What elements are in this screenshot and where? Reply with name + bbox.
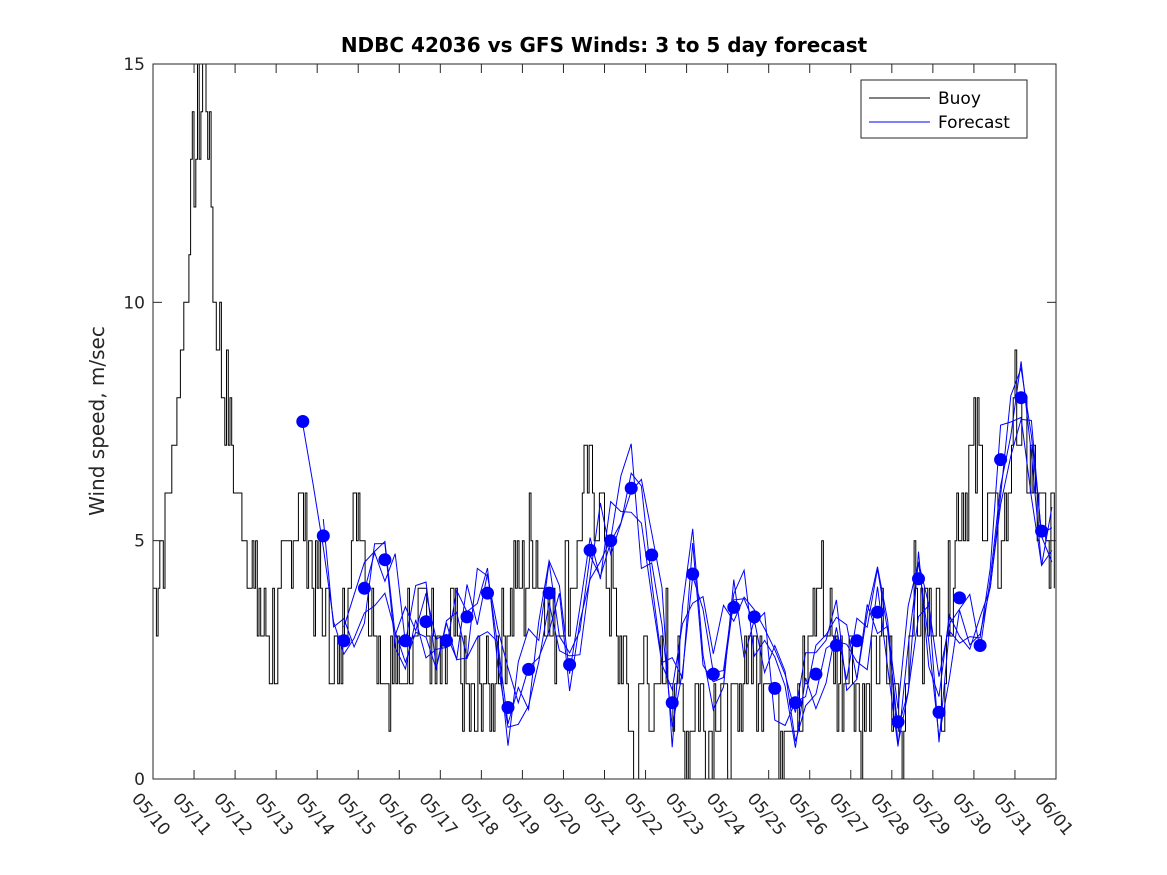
x-tick-label: 05/15 bbox=[332, 789, 379, 839]
forecast-point bbox=[378, 553, 392, 567]
forecast-line bbox=[302, 366, 1053, 745]
x-tick-label: 05/10 bbox=[127, 789, 174, 839]
forecast-point bbox=[665, 696, 679, 710]
x-tick-label: 05/26 bbox=[784, 789, 831, 839]
chart-title: NDBC 42036 vs GFS Winds: 3 to 5 day fore… bbox=[341, 33, 868, 57]
forecast-point bbox=[1014, 391, 1028, 405]
y-tick-label: 0 bbox=[134, 770, 145, 790]
x-tick-label: 05/18 bbox=[456, 789, 503, 839]
forecast-point bbox=[788, 696, 802, 710]
forecast-point bbox=[460, 610, 474, 624]
x-tick-label: 05/12 bbox=[209, 789, 256, 839]
forecast-point bbox=[727, 600, 741, 614]
forecast-point bbox=[645, 548, 659, 562]
plot-area bbox=[153, 64, 1056, 779]
y-axis: 0 5 10 15 bbox=[123, 55, 1056, 790]
forecast-line bbox=[322, 416, 1053, 743]
x-tick-label: 05/24 bbox=[702, 789, 749, 839]
x-tick-label: 05/14 bbox=[291, 789, 338, 839]
forecast-point bbox=[583, 543, 597, 557]
forecast-point bbox=[871, 605, 884, 619]
x-tick-label: 05/30 bbox=[948, 789, 995, 839]
y-tick-label: 15 bbox=[123, 55, 145, 75]
buoy-series bbox=[153, 64, 1055, 779]
forecast-point bbox=[316, 529, 330, 543]
y-axis-label: Wind speed, m/sec bbox=[85, 326, 109, 516]
x-tick-label: 05/21 bbox=[579, 789, 626, 839]
forecast-point bbox=[604, 534, 618, 548]
x-tick-label: 05/22 bbox=[620, 789, 667, 839]
forecast-line bbox=[363, 361, 1053, 748]
forecast-point bbox=[850, 634, 864, 648]
forecast-point bbox=[337, 634, 351, 648]
forecast-point bbox=[542, 586, 556, 600]
forecast-point bbox=[953, 591, 966, 605]
forecast-point bbox=[706, 667, 720, 681]
forecast-point bbox=[419, 615, 433, 629]
forecast-point bbox=[624, 481, 638, 495]
forecast-point bbox=[891, 715, 905, 729]
y-tick-label: 10 bbox=[123, 293, 145, 313]
forecast-point bbox=[296, 415, 310, 428]
x-tick-label: 05/25 bbox=[743, 789, 790, 839]
x-tick-label: 05/29 bbox=[907, 789, 954, 839]
forecast-point bbox=[994, 453, 1008, 467]
forecast-point bbox=[501, 701, 515, 714]
forecast-point bbox=[481, 586, 494, 600]
forecast-point bbox=[686, 567, 700, 581]
x-tick-label: 05/20 bbox=[538, 789, 585, 839]
forecast-point bbox=[398, 634, 412, 648]
forecast-point bbox=[829, 639, 843, 652]
forecast-points bbox=[296, 391, 1049, 729]
x-tick-label: 05/23 bbox=[661, 789, 708, 839]
forecast-point bbox=[1035, 524, 1049, 538]
forecast-series bbox=[302, 361, 1053, 748]
forecast-point bbox=[912, 572, 925, 586]
x-tick-label: 05/16 bbox=[373, 789, 420, 839]
forecast-point bbox=[768, 681, 782, 695]
buoy-line bbox=[153, 64, 1055, 779]
forecast-point bbox=[563, 658, 577, 672]
x-tick-label: 05/31 bbox=[989, 789, 1036, 839]
x-tick-label: 05/28 bbox=[866, 789, 913, 839]
forecast-point bbox=[809, 667, 823, 681]
y-tick-label: 5 bbox=[134, 532, 145, 552]
forecast-point bbox=[522, 662, 536, 676]
legend-box bbox=[860, 79, 1028, 139]
forecast-point bbox=[440, 634, 453, 648]
forecast-point bbox=[357, 581, 371, 595]
x-tick-label: 05/27 bbox=[825, 789, 872, 839]
forecast-point bbox=[932, 705, 946, 719]
x-tick-label: 05/13 bbox=[250, 789, 297, 839]
x-tick-label: 06/01 bbox=[1030, 789, 1077, 839]
legend-buoy-label: Buoy bbox=[938, 89, 981, 109]
legend: Buoy Forecast bbox=[860, 79, 1028, 139]
legend-forecast-label: Forecast bbox=[938, 113, 1010, 133]
x-tick-label: 05/17 bbox=[414, 789, 461, 839]
forecast-point bbox=[973, 639, 987, 652]
x-tick-label: 05/19 bbox=[497, 789, 544, 839]
x-tick-label: 05/11 bbox=[168, 789, 215, 839]
forecast-point bbox=[747, 610, 761, 624]
